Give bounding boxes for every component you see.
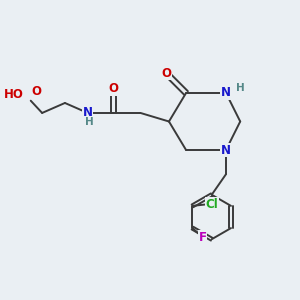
Text: H: H (85, 117, 94, 127)
Text: O: O (32, 85, 41, 98)
Text: F: F (198, 231, 206, 244)
Text: N: N (83, 106, 93, 119)
Text: O: O (161, 67, 171, 80)
Text: O: O (108, 82, 118, 95)
Text: N: N (221, 143, 231, 157)
Text: HO: HO (4, 88, 24, 101)
Text: N: N (221, 86, 231, 100)
Text: Cl: Cl (205, 198, 218, 211)
Text: H: H (236, 83, 245, 93)
